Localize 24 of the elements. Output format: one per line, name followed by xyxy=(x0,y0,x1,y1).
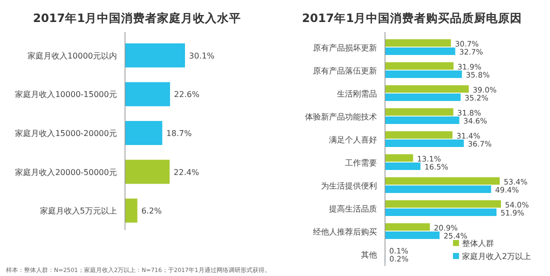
data-label: 22.6% xyxy=(174,90,200,100)
y-tick-label: 原有产品损坏更新 xyxy=(313,44,377,52)
data-label: 30.1% xyxy=(189,51,215,60)
y-tick-label: 提高生活品质 xyxy=(329,204,377,214)
y-tick-label: 为生活提供便利 xyxy=(321,182,377,190)
y-tick-label: 原有产品落伍更新 xyxy=(313,66,377,76)
y-tick-label: 家庭月收入15000-20000元 xyxy=(15,129,117,138)
chart-title: 2017年1月中国消费者家庭月收入水平 xyxy=(32,11,242,25)
y-tick-label: 家庭月收入10000元以内 xyxy=(28,51,117,60)
legend-label: 整体人群 xyxy=(462,239,494,248)
y-tick-label: 满足个人喜好 xyxy=(329,136,377,144)
y-tick-label: 经他人推荐后购买 xyxy=(313,228,377,236)
y-tick-label: 生活刚需品 xyxy=(337,90,377,98)
legend-label: 家庭月收入2万以上 xyxy=(462,252,532,261)
data-label: 18.7% xyxy=(166,129,192,138)
chart-title: 2017年1月中国消费者购买品质厨电原因 xyxy=(302,11,522,25)
y-tick-label: 其他 xyxy=(361,250,377,260)
data-label: 22.4% xyxy=(174,168,200,177)
y-tick-label: 家庭月收入5万元以上 xyxy=(40,206,117,216)
y-tick-label: 工作需要 xyxy=(345,158,377,168)
data-label: 6.2% xyxy=(141,206,162,216)
y-tick-label: 家庭月收入20000-50000元 xyxy=(15,168,117,177)
y-tick-label: 体验新产品功能技术 xyxy=(305,112,377,122)
y-tick-label: 家庭月收入10000-15000元 xyxy=(15,90,117,100)
